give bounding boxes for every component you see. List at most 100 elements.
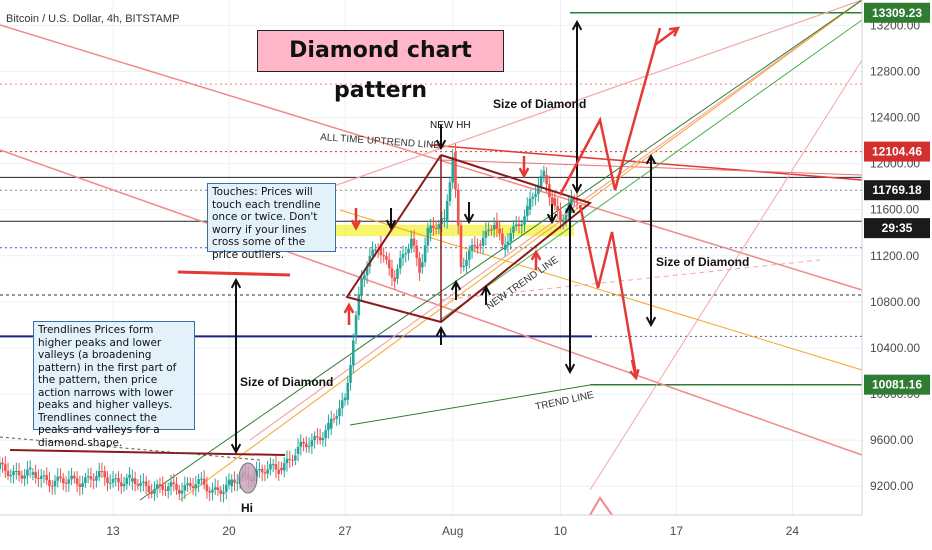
- price-tag-bg: [864, 2, 930, 23]
- candle-body: [393, 277, 397, 282]
- touch-arrow-head: [385, 219, 397, 231]
- candle-body: [3, 464, 7, 472]
- candle-body: [387, 259, 391, 269]
- candle-body: [103, 471, 107, 478]
- candle-body: [340, 400, 344, 409]
- candle-body: [189, 483, 192, 487]
- trend-line: [0, 149, 863, 456]
- candle-body: [183, 485, 187, 491]
- candle-body: [349, 365, 352, 383]
- candle-body: [260, 468, 264, 473]
- candle-body: [67, 479, 71, 484]
- projection-up-head-head: [668, 26, 681, 37]
- candle-body: [528, 198, 532, 210]
- trend-line: [279, 0, 863, 206]
- candle-body: [302, 441, 305, 444]
- candle-body: [233, 479, 236, 483]
- candle-body: [158, 484, 162, 486]
- candle-body: [0, 462, 2, 469]
- y-tick-label: 9200.00: [870, 479, 914, 493]
- breakout-bar: [177, 270, 291, 277]
- candle-body: [166, 486, 170, 491]
- candle-body: [512, 226, 515, 233]
- candle-body: [371, 249, 374, 256]
- candle-body: [498, 228, 501, 234]
- projection-up: [558, 27, 662, 196]
- candle-body: [45, 475, 49, 481]
- candle-body: [89, 476, 93, 480]
- candle-body: [186, 483, 189, 486]
- candle-body: [61, 478, 65, 484]
- candle-body: [296, 446, 300, 454]
- hi-label: Hi: [241, 501, 253, 515]
- candle-body: [318, 437, 322, 441]
- y-tick-label: 12800.00: [870, 64, 920, 78]
- candle-body: [9, 475, 13, 477]
- candle-body: [73, 475, 76, 479]
- candle-body: [288, 458, 292, 460]
- candle-body: [131, 478, 134, 482]
- candle-body: [136, 484, 140, 486]
- candle-body: [509, 233, 513, 242]
- candle-body: [443, 217, 446, 219]
- candle-body: [434, 227, 438, 229]
- touches-note-text: Touches: Prices will touch each trendlin…: [212, 186, 321, 261]
- projection-down-head-head: [629, 369, 640, 381]
- x-tick-label: 13: [106, 524, 120, 538]
- candle-body: [15, 470, 18, 472]
- trend-line: [439, 259, 821, 301]
- candle-body: [465, 259, 468, 267]
- candle-body: [155, 484, 159, 490]
- candle-body: [75, 478, 79, 485]
- candle-body: [263, 472, 267, 474]
- y-tick-label: 10800.00: [870, 295, 920, 309]
- candle-body: [564, 214, 568, 221]
- candle-body: [291, 459, 294, 461]
- size-arrow-right-head: [645, 153, 657, 165]
- candle-body: [216, 487, 220, 491]
- candle-body: [501, 233, 504, 245]
- candle-body: [321, 438, 325, 441]
- touch-arrow-red-head: [343, 302, 355, 314]
- candle-body: [316, 436, 319, 438]
- candle-body: [531, 196, 535, 199]
- candle-body: [191, 486, 195, 489]
- price-tag-label: 13309.23: [872, 6, 922, 20]
- candle-body: [37, 478, 40, 480]
- x-tick-label: 27: [338, 524, 352, 538]
- size-arrow-left-head: [230, 443, 242, 455]
- candle-body: [335, 416, 339, 419]
- candle-body: [211, 489, 214, 493]
- candle-body: [266, 469, 269, 474]
- candlestick-series: [0, 143, 579, 503]
- candle-body: [64, 482, 68, 484]
- candle-body: [175, 483, 178, 490]
- size-label-left: Size of Diamond: [240, 375, 333, 389]
- y-tick-label: 9600.00: [870, 433, 914, 447]
- candle-body: [429, 225, 432, 233]
- candle-body: [222, 491, 225, 494]
- trend-line: [589, 59, 863, 491]
- price-tag-label: 12104.46: [872, 145, 922, 159]
- candle-body: [539, 176, 543, 187]
- projection-fragment: [589, 496, 613, 516]
- candle-body: [17, 470, 21, 476]
- candle-body: [379, 244, 383, 256]
- price-tag-label: 11769.18: [872, 183, 922, 197]
- candle-body: [48, 480, 51, 486]
- candle-body: [139, 482, 142, 486]
- x-tick-label: 10: [554, 524, 568, 538]
- candle-body: [451, 157, 455, 183]
- trend-line: [0, 436, 261, 461]
- candle-body: [299, 441, 303, 447]
- y-tick-label: 11200.00: [870, 249, 919, 263]
- x-tick-label: 20: [222, 524, 236, 538]
- candle-body: [31, 472, 35, 475]
- projection-up-head: [654, 26, 679, 47]
- touch-arrow-head: [435, 139, 447, 151]
- candle-body: [42, 475, 46, 477]
- candle-body: [432, 225, 435, 228]
- candle-body: [401, 254, 405, 258]
- candle-body: [111, 478, 115, 483]
